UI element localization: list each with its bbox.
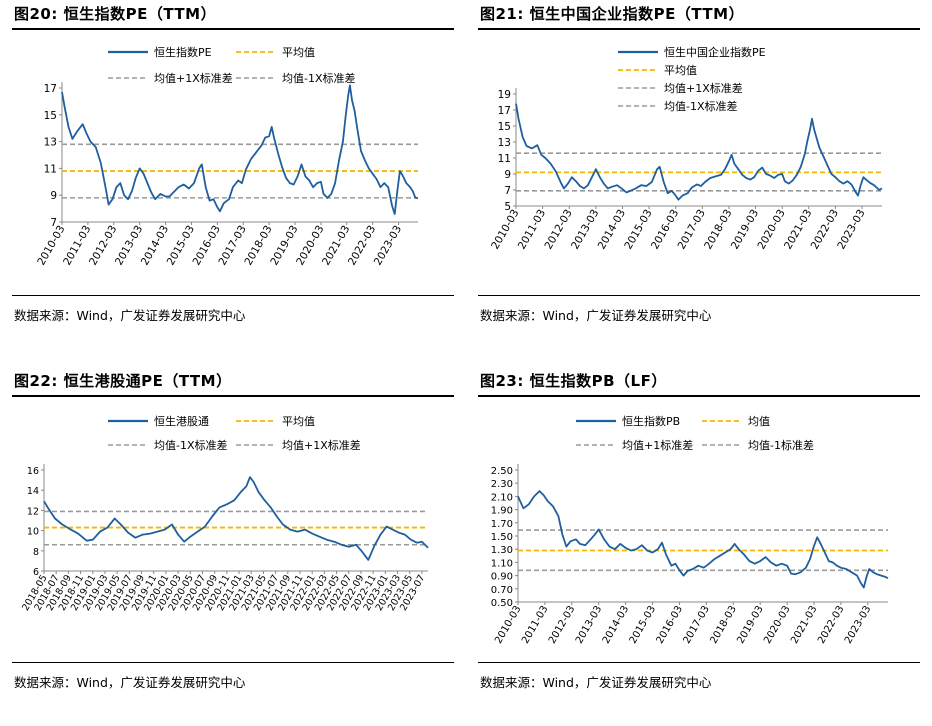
y-tick-label: 15 — [498, 121, 511, 133]
legend-label: 恒生指数PB — [622, 414, 680, 428]
y-tick-label: 15 — [44, 110, 57, 122]
legend-label: 平均值 — [282, 415, 315, 428]
x-tick-label: 2018-03 — [708, 604, 738, 646]
legend-label: 均值+1X标准差 — [282, 438, 361, 452]
legend-label: 均值-1标准差 — [748, 438, 814, 452]
data-source: 数据来源：Wind，广发证券发展研究中心 — [480, 308, 712, 323]
x-tick-label: 2021-03 — [789, 604, 819, 646]
x-tick-label: 2011-03 — [520, 604, 550, 646]
y-tick-label: 2.30 — [491, 479, 513, 490]
chart-title: 图20: 恒生指数PE（TTM） — [14, 5, 217, 23]
source-rule — [478, 662, 920, 663]
x-tick-label: 2019-03 — [735, 604, 765, 646]
y-tick-label: 2.50 — [491, 466, 513, 477]
x-tick-label: 2012-03 — [547, 604, 577, 646]
y-tick-label: 19 — [498, 89, 511, 101]
legend-label: 平均值 — [664, 64, 697, 77]
y-tick-label: 17 — [44, 83, 57, 95]
series-line — [517, 490, 889, 589]
legend-label: 均值+1X标准差 — [154, 71, 233, 85]
y-tick-label: 11 — [44, 163, 57, 175]
y-tick-label: 11 — [498, 153, 511, 165]
y-tick-label: 7 — [50, 217, 57, 229]
data-source: 数据来源：Wind，广发证券发展研究中心 — [480, 675, 712, 690]
y-tick-label: 13 — [44, 137, 57, 149]
chart-title: 图22: 恒生港股通PE（TTM） — [14, 372, 232, 390]
legend-label: 恒生指数PE — [154, 45, 212, 59]
y-tick-label: 0.70 — [491, 585, 513, 596]
chart-panel-p21: 图21: 恒生中国企业指数PE（TTM） 恒生中国企业指数PE 平均值均值+1X标… — [466, 0, 932, 359]
y-tick-label: 14 — [27, 486, 39, 497]
x-tick-label: 2023-03 — [843, 604, 873, 646]
legend-label: 恒生港股通 — [154, 414, 209, 428]
chart-panel-p22: 图22: 恒生港股通PE（TTM） 恒生港股通 平均值均值-1X标准差 均值+1X标… — [0, 367, 466, 726]
chart-title: 图21: 恒生中国企业指数PE（TTM） — [480, 5, 745, 23]
source-rule — [478, 295, 920, 296]
x-tick-label: 2013-03 — [574, 604, 604, 646]
y-tick-label: 8 — [33, 547, 39, 558]
y-tick-label: 17 — [498, 105, 511, 117]
y-tick-label: 7 — [504, 185, 511, 197]
y-tick-label: 1.30 — [491, 545, 513, 556]
y-tick-label: 16 — [27, 466, 39, 477]
x-tick-label: 2014-03 — [601, 604, 631, 646]
title-rule — [12, 395, 454, 397]
legend-label: 均值+1标准差 — [622, 438, 693, 452]
x-tick-label: 2015-03 — [628, 604, 658, 646]
data-source: 数据来源：Wind，广发证券发展研究中心 — [14, 308, 246, 323]
x-tick-label: 2010-03 — [493, 604, 523, 646]
series-line — [43, 476, 429, 561]
y-tick-label: 0.50 — [491, 598, 513, 609]
y-tick-label: 5 — [504, 201, 511, 213]
y-tick-label: 12 — [27, 506, 39, 517]
chart-panel-p20: 图20: 恒生指数PE（TTM） 恒生指数PE 平均值均值+1X标准差 均值-1X标… — [0, 0, 466, 359]
y-tick-label: 1.10 — [491, 558, 513, 569]
legend-label: 均值-1X标准差 — [282, 71, 356, 85]
legend-label: 均值+1X标准差 — [664, 81, 743, 95]
legend-label: 均值-1X标准差 — [664, 99, 738, 113]
x-tick-label: 2016-03 — [655, 604, 685, 646]
y-tick-label: 2.10 — [491, 492, 513, 503]
y-tick-label: 1.70 — [491, 519, 513, 530]
title-rule — [478, 28, 920, 30]
legend-label: 恒生中国企业指数PE — [664, 45, 766, 59]
source-rule — [12, 662, 454, 663]
y-tick-label: 1.90 — [491, 506, 513, 517]
series-line — [515, 103, 883, 201]
y-tick-label: 0.90 — [491, 572, 513, 583]
source-rule — [12, 295, 454, 296]
series-line — [61, 84, 418, 215]
chart-title: 图23: 恒生指数PB（LF） — [480, 372, 667, 390]
legend-label: 均值-1X标准差 — [154, 438, 228, 452]
y-tick-label: 10 — [27, 527, 39, 538]
y-tick-label: 13 — [498, 137, 511, 149]
title-rule — [12, 28, 454, 30]
title-rule — [478, 395, 920, 397]
x-tick-label: 2022-03 — [816, 604, 846, 646]
y-tick-label: 1.50 — [491, 532, 513, 543]
legend-label: 平均值 — [282, 46, 315, 59]
data-source: 数据来源：Wind，广发证券发展研究中心 — [14, 675, 246, 690]
legend-label: 均值 — [748, 415, 770, 428]
y-tick-label: 9 — [504, 169, 511, 181]
y-tick-label: 9 — [50, 190, 57, 202]
y-tick-label: 6 — [33, 567, 39, 578]
chart-panel-p23: 图23: 恒生指数PB（LF） 恒生指数PB 均值均值+1标准差 均值-1标准差 0.… — [466, 367, 932, 726]
x-tick-label: 2020-03 — [762, 604, 792, 646]
x-tick-label: 2017-03 — [682, 604, 712, 646]
